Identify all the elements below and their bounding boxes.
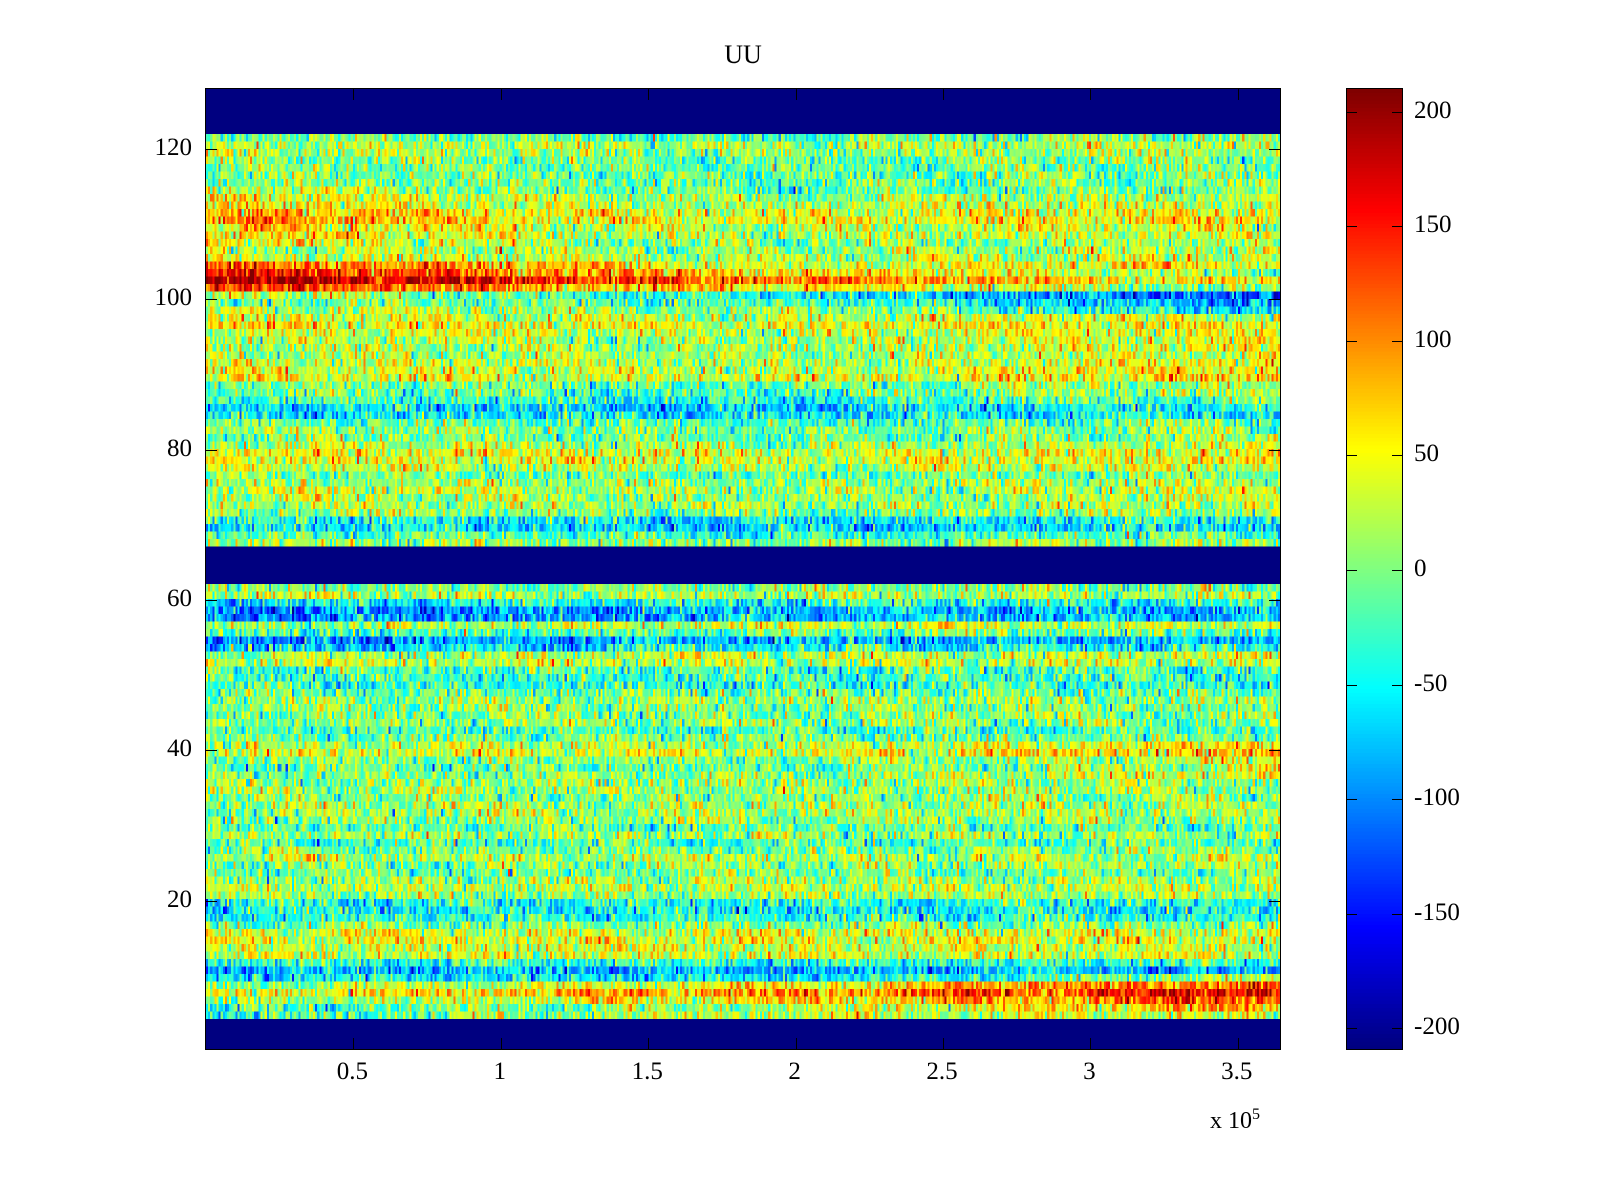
x-tick-mark-top [1090,89,1092,100]
x-tick-label: 3 [1083,1058,1096,1085]
colorbar-tick-label: 150 [1414,211,1452,239]
y-tick-mark-right [1269,149,1280,151]
colorbar-tick-mark-right [1392,340,1402,342]
x-tick-label: 3.5 [1221,1058,1253,1085]
colorbar-tick-label: 100 [1414,325,1452,353]
colorbar-tick-mark-right [1392,799,1402,801]
y-tick-label: 20 [167,885,192,913]
x-tick-label: 1.5 [631,1058,663,1085]
y-tick-mark-right [1269,449,1280,451]
colorbar-gradient [1347,89,1402,1049]
x-tick-mark-top [353,89,355,100]
colorbar-tick-mark-right [1392,1028,1402,1030]
y-tick-mark [206,900,217,902]
colorbar-tick-mark-right [1392,455,1402,457]
colorbar-tick-mark [1347,799,1357,801]
y-tick-mark-right [1269,299,1280,301]
x-axis-exponent: x 105 [1210,1106,1260,1135]
heatmap-image [206,89,1280,1049]
y-tick-mark [206,600,217,602]
y-tick-label: 80 [167,434,192,462]
x-tick-label: 2 [788,1058,801,1085]
colorbar-tick-mark-right [1392,570,1402,571]
colorbar-tick-label: -50 [1414,669,1448,697]
x-tick-mark-top [942,89,944,100]
x-tick-mark [1090,1038,1092,1049]
y-tick-mark [206,299,217,301]
x-axis-exponent-power: 5 [1252,1106,1260,1123]
x-tick-mark-top [795,89,797,100]
colorbar-tick-mark [1347,455,1357,457]
x-tick-mark [500,1038,502,1049]
y-tick-label: 40 [167,735,192,763]
x-tick-label: 2.5 [926,1058,958,1085]
page-title: UU [724,40,762,69]
x-tick-mark-top [500,89,502,100]
colorbar[interactable] [1346,88,1403,1050]
colorbar-tick-label: -200 [1414,1013,1460,1041]
x-tick-label: 1 [493,1058,507,1085]
colorbar-tick-label: 0 [1414,555,1427,582]
heatmap-axes[interactable] [205,88,1281,1050]
x-tick-mark [1237,1038,1239,1049]
x-tick-mark [795,1038,797,1049]
y-tick-mark [206,449,217,451]
x-tick-mark-top [648,89,650,100]
colorbar-tick-mark [1347,226,1357,228]
y-tick-label: 120 [154,134,193,162]
x-tick-label: 0.5 [336,1058,369,1085]
colorbar-tick-mark-right [1392,684,1402,686]
y-tick-label: 100 [154,284,193,312]
colorbar-tick-label: 50 [1414,440,1439,468]
colorbar-tick-mark [1347,570,1357,571]
y-tick-mark-right [1269,750,1280,752]
colorbar-tick-mark [1347,913,1357,915]
colorbar-tick-mark [1347,111,1357,113]
y-tick-mark-right [1269,600,1280,602]
colorbar-tick-label: -150 [1414,898,1460,926]
colorbar-tick-label: 200 [1414,96,1452,124]
y-tick-mark-right [1269,900,1280,902]
x-axis-exponent-base: x 10 [1210,1108,1252,1134]
y-tick-mark [206,149,217,151]
x-tick-mark [353,1038,355,1049]
x-tick-mark [648,1038,650,1049]
y-tick-mark [206,750,217,752]
colorbar-tick-mark [1347,340,1357,342]
colorbar-tick-mark-right [1392,111,1402,113]
x-tick-mark-top [1237,89,1239,100]
colorbar-tick-label: -100 [1414,784,1460,812]
y-tick-label: 60 [167,585,192,613]
colorbar-tick-mark-right [1392,913,1402,915]
x-tick-mark [942,1038,944,1049]
colorbar-tick-mark-right [1392,226,1402,228]
colorbar-tick-mark [1347,1028,1357,1030]
colorbar-tick-mark [1347,684,1357,686]
